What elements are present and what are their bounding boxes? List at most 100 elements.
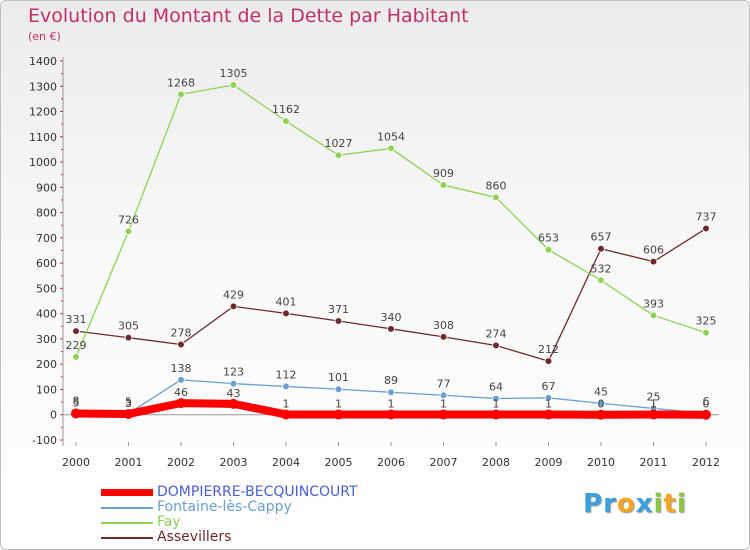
- x-tick-label: 2009: [535, 456, 563, 469]
- data-point: [229, 81, 238, 89]
- data-point: [228, 398, 239, 409]
- data-point: [648, 409, 659, 420]
- data-point: [282, 117, 290, 125]
- y-tick-label: 1200: [29, 106, 57, 119]
- data-label: 331: [66, 313, 87, 326]
- data-point: [544, 245, 553, 254]
- legend-swatch: [101, 489, 153, 496]
- data-label: 112: [276, 368, 297, 381]
- data-label: 305: [118, 320, 139, 333]
- y-tick-label: 900: [36, 181, 57, 194]
- y-tick-label: 400: [36, 308, 57, 321]
- data-label: 8: [73, 395, 80, 408]
- y-axis-unit-label: (en €): [28, 30, 61, 43]
- logo-letter: o: [616, 489, 636, 519]
- data-point: [71, 408, 81, 419]
- y-tick-label: 0: [50, 409, 57, 422]
- data-label: 340: [381, 311, 402, 324]
- data-label: 45: [594, 385, 608, 398]
- data-point: [387, 388, 395, 397]
- series-2: 229 726 1268 1305 1162 1027 1054 909 860 653 532 39…: [66, 67, 717, 361]
- y-tick-label: -100: [32, 434, 57, 447]
- data-point: [282, 382, 290, 391]
- data-label: 325: [696, 315, 717, 328]
- data-label: 278: [171, 326, 192, 339]
- x-tick-label: 2008: [482, 456, 510, 469]
- data-point: [124, 227, 133, 236]
- data-point: [177, 340, 185, 349]
- data-label: 1268: [167, 76, 195, 89]
- series-line: [75, 227, 707, 362]
- data-label: 123: [223, 366, 244, 379]
- legend-label: Fontaine-lès-Cappy: [157, 499, 292, 515]
- data-point: [597, 244, 605, 253]
- data-label: 429: [223, 288, 244, 301]
- data-label: 737: [696, 211, 717, 224]
- x-tick-label: 2011: [640, 456, 668, 469]
- data-point: [439, 391, 448, 400]
- legend-label: DOMPIERRE-BECQUINCOURT: [157, 484, 358, 500]
- y-tick-label: 700: [36, 232, 57, 245]
- chart-title: Evolution du Montant de la Dette par Hab…: [28, 5, 469, 27]
- series-3: 331 305 278 429 401 371 340 308 274 212 657 606 737: [66, 211, 717, 365]
- data-label: 77: [437, 377, 451, 390]
- logo-letter: i: [676, 489, 687, 519]
- data-label: 25: [647, 390, 661, 403]
- chart-legend: DOMPIERRE-BECQUINCOURT Fontaine-lès-Cappy…: [101, 485, 358, 545]
- y-tick-label: 1000: [29, 156, 57, 169]
- y-tick-label: 500: [36, 282, 57, 295]
- data-label: 1054: [377, 130, 405, 143]
- data-point: [123, 408, 134, 419]
- x-tick-label: 2003: [220, 456, 248, 469]
- y-tick-label: 1400: [29, 55, 57, 68]
- data-point: [72, 353, 80, 361]
- data-label: 101: [328, 371, 349, 384]
- data-point: [387, 144, 395, 153]
- data-label: 89: [384, 374, 398, 387]
- data-point: [439, 333, 448, 341]
- data-point: [491, 409, 501, 420]
- x-tick-label: 2004: [272, 456, 300, 469]
- data-point: [597, 276, 605, 285]
- data-point: [334, 151, 343, 160]
- data-label: 274: [486, 328, 507, 341]
- data-label: 371: [328, 303, 349, 316]
- proxiti-logo: Proxiti: [583, 489, 687, 519]
- data-point: [124, 333, 133, 342]
- data-point: [492, 394, 500, 403]
- series-0: 5 346 431 1 1 1 1 1 0 1 0: [71, 386, 711, 420]
- data-point: [492, 193, 500, 202]
- data-label: 6: [703, 395, 710, 408]
- data-point: [334, 385, 343, 394]
- data-label: 1: [545, 397, 552, 410]
- data-point: [702, 328, 710, 337]
- data-label: 1: [335, 397, 342, 410]
- x-tick-label: 2002: [167, 456, 195, 469]
- data-label: 0: [703, 398, 710, 411]
- logo-letter: t: [663, 489, 677, 519]
- y-tick-label: 1100: [29, 131, 57, 144]
- data-point: [492, 341, 500, 350]
- data-point: [701, 409, 711, 420]
- data-point: [333, 409, 344, 420]
- legend-swatch: [101, 536, 153, 539]
- data-point: [177, 90, 185, 99]
- y-tick-label: 200: [36, 358, 57, 371]
- data-label: 64: [489, 381, 503, 394]
- data-point: [229, 302, 238, 311]
- data-label: 229: [66, 339, 87, 352]
- data-point: [282, 309, 290, 318]
- data-label: 46: [174, 386, 188, 399]
- data-point: [596, 409, 606, 420]
- data-label: 138: [171, 362, 192, 375]
- data-point: [438, 409, 449, 420]
- data-label: 1: [650, 397, 657, 410]
- legend-item: Assevillers: [101, 530, 358, 545]
- data-point: [544, 357, 553, 365]
- data-label: 1: [388, 397, 395, 410]
- data-label: 532: [591, 262, 612, 275]
- logo-letter: i: [653, 489, 664, 519]
- logo-letter: r: [603, 489, 617, 519]
- y-tick-label: 300: [36, 333, 57, 346]
